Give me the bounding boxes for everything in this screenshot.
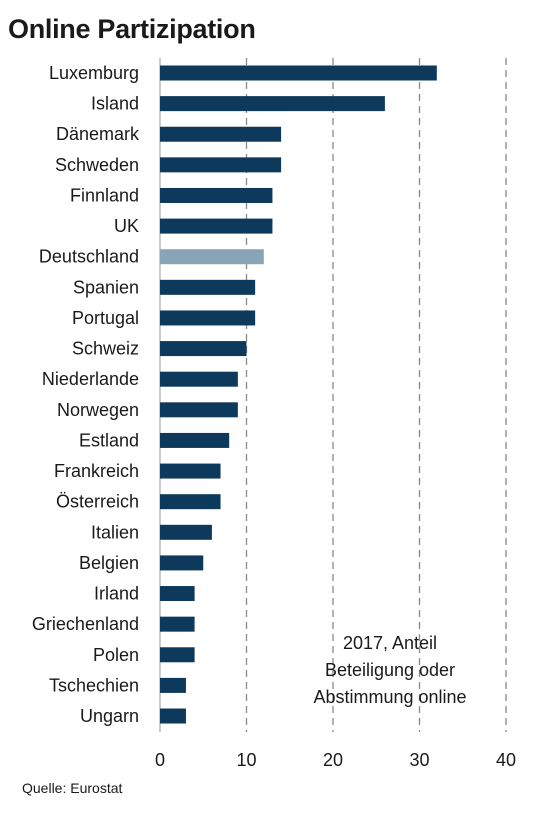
bar: [160, 279, 256, 295]
category-label: Ungarn: [80, 706, 139, 726]
bar: [160, 96, 385, 112]
category-label: Schweden: [55, 155, 139, 175]
bar: [160, 187, 273, 203]
bar: [160, 432, 230, 448]
bar: [160, 65, 437, 81]
category-label: Deutschland: [39, 247, 139, 267]
category-label: Polen: [93, 645, 139, 665]
category-label: Finnland: [70, 185, 139, 205]
bar: [160, 647, 195, 663]
category-label: Belgien: [79, 553, 139, 573]
bar: [160, 371, 238, 387]
category-label: Luxemburg: [49, 63, 139, 83]
category-label: Irland: [94, 584, 139, 604]
bar: [160, 463, 221, 479]
category-label: Italien: [91, 522, 139, 542]
bar: [160, 126, 282, 142]
bar: [160, 708, 186, 724]
category-label: Frankreich: [54, 461, 139, 481]
category-label: Griechenland: [32, 614, 139, 634]
category-label: Island: [91, 94, 139, 114]
bar: [160, 677, 186, 693]
bar: [160, 494, 221, 510]
source-note: Quelle: Eurostat: [22, 780, 123, 796]
bar: [160, 157, 282, 173]
bar: [160, 341, 247, 357]
annotation-line: 2017, Anteil: [342, 633, 438, 653]
bar: [160, 218, 273, 234]
x-tick-label: 20: [323, 750, 343, 770]
bar: [160, 249, 264, 265]
x-tick-label: 0: [155, 750, 165, 770]
chart-annotation: 2017, Anteil Beteiligung oder Abstimmung…: [290, 630, 490, 711]
category-label: Spanien: [73, 277, 139, 297]
x-tick-label: 30: [409, 750, 429, 770]
category-label: Dänemark: [56, 124, 140, 144]
x-tick-label: 40: [496, 750, 516, 770]
annotation-line: Beteiligung oder: [324, 660, 456, 680]
bar: [160, 616, 195, 632]
bar: [160, 402, 238, 418]
category-label: Norwegen: [57, 400, 139, 420]
category-label: Österreich: [56, 492, 139, 512]
bar: [160, 310, 256, 326]
category-label: Niederlande: [42, 369, 139, 389]
category-label: UK: [114, 216, 139, 236]
x-tick-label: 10: [236, 750, 256, 770]
category-label: Portugal: [72, 308, 139, 328]
bar: [160, 524, 212, 540]
category-label: Tschechien: [49, 675, 139, 695]
bar: [160, 555, 204, 571]
chart-title: Online Partizipation: [8, 14, 256, 44]
annotation-line: Abstimmung online: [313, 687, 467, 707]
category-label: Schweiz: [72, 339, 139, 359]
category-label: Estland: [79, 430, 139, 450]
bar: [160, 586, 195, 602]
